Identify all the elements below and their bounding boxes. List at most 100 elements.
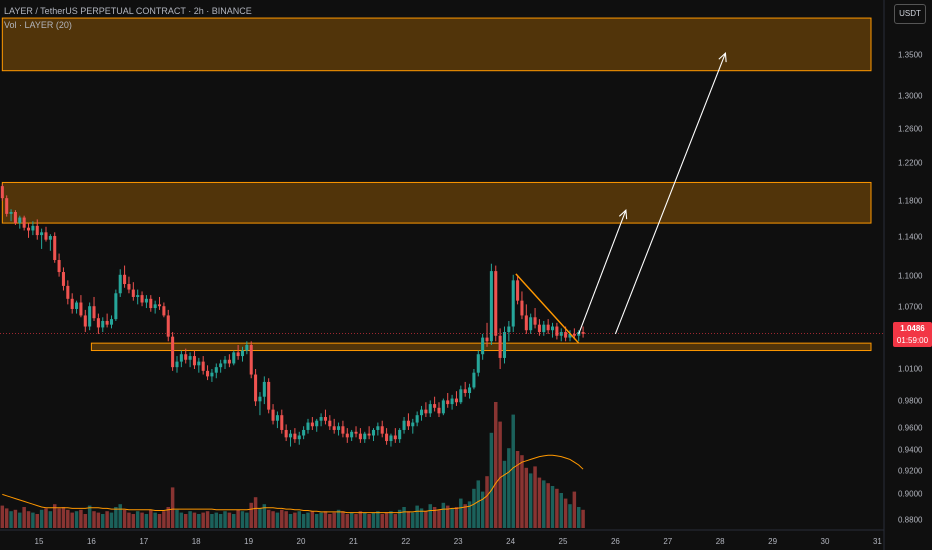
descending-trendline[interactable]: [515, 273, 580, 344]
candle-body[interactable]: [123, 274, 127, 285]
candle-body[interactable]: [192, 356, 196, 366]
candle-body[interactable]: [53, 236, 57, 261]
candle-body[interactable]: [450, 398, 454, 405]
candle-body[interactable]: [406, 420, 410, 427]
candle-body[interactable]: [581, 332, 585, 334]
candle-body[interactable]: [22, 217, 26, 228]
candle-body[interactable]: [550, 326, 555, 331]
candle-body[interactable]: [380, 426, 384, 434]
candle-body[interactable]: [332, 426, 336, 430]
candle-body[interactable]: [564, 332, 568, 338]
candle-body[interactable]: [354, 431, 358, 434]
candle-body[interactable]: [485, 337, 489, 342]
projection-arrow-2[interactable]: [614, 52, 726, 335]
candle-body[interactable]: [350, 431, 354, 438]
candle-body[interactable]: [61, 272, 65, 286]
candle-body[interactable]: [489, 271, 493, 342]
candle-body[interactable]: [175, 361, 179, 368]
candle-body[interactable]: [18, 217, 22, 224]
candle-body[interactable]: [319, 417, 323, 421]
candle-body[interactable]: [468, 387, 472, 394]
candle-body[interactable]: [136, 295, 140, 297]
candle-body[interactable]: [454, 398, 458, 403]
candle-body[interactable]: [424, 409, 428, 414]
candle-body[interactable]: [293, 433, 297, 440]
candle-body[interactable]: [502, 332, 507, 358]
candle-body[interactable]: [70, 298, 74, 309]
candle-body[interactable]: [411, 422, 415, 427]
candle-body[interactable]: [13, 212, 17, 224]
candle-body[interactable]: [415, 415, 419, 423]
candle-body[interactable]: [96, 318, 100, 328]
candle-body[interactable]: [214, 367, 218, 373]
candle-body[interactable]: [184, 354, 188, 360]
candle-body[interactable]: [315, 420, 319, 427]
candle-body[interactable]: [223, 359, 227, 364]
candle-body[interactable]: [511, 280, 515, 327]
candle-body[interactable]: [162, 306, 166, 316]
candle-body[interactable]: [44, 232, 48, 240]
candle-body[interactable]: [367, 433, 371, 436]
candle-body[interactable]: [533, 317, 537, 325]
candle-body[interactable]: [297, 435, 301, 440]
candle-body[interactable]: [441, 400, 445, 414]
candle-body[interactable]: [428, 404, 432, 414]
candle-body[interactable]: [520, 300, 524, 316]
candle-body[interactable]: [232, 352, 236, 364]
candle-body[interactable]: [166, 315, 170, 337]
candle-body[interactable]: [446, 400, 450, 405]
candle-body[interactable]: [341, 426, 345, 434]
candle-body[interactable]: [254, 374, 258, 402]
candle-body[interactable]: [494, 271, 498, 336]
projection-arrow-1[interactable]: [578, 209, 627, 335]
candle-body[interactable]: [118, 274, 122, 294]
upper-supply-zone[interactable]: [1, 17, 872, 72]
candle-body[interactable]: [393, 435, 397, 440]
candle-body[interactable]: [537, 324, 541, 333]
candle-body[interactable]: [40, 232, 44, 236]
candle-body[interactable]: [472, 372, 476, 388]
candle-body[interactable]: [236, 352, 240, 357]
candle-body[interactable]: [201, 361, 205, 371]
candle-body[interactable]: [0, 186, 4, 199]
candle-body[interactable]: [249, 344, 253, 375]
candle-body[interactable]: [559, 332, 563, 336]
candle-body[interactable]: [345, 433, 349, 438]
candle-body[interactable]: [337, 426, 341, 430]
candle-body[interactable]: [459, 389, 463, 403]
candle-body[interactable]: [258, 396, 262, 402]
candle-body[interactable]: [280, 415, 284, 430]
candle-body[interactable]: [245, 344, 249, 351]
candle-body[interactable]: [572, 333, 576, 336]
candle-body[interactable]: [127, 284, 131, 290]
candle-body[interactable]: [210, 372, 214, 377]
candle-body[interactable]: [83, 315, 87, 327]
candle-body[interactable]: [140, 295, 144, 303]
candle-body[interactable]: [75, 302, 79, 309]
candle-body[interactable]: [267, 381, 271, 410]
candle-body[interactable]: [153, 304, 157, 309]
candle-body[interactable]: [402, 420, 406, 430]
candle-body[interactable]: [88, 306, 92, 327]
candle-body[interactable]: [219, 363, 223, 368]
candle-body[interactable]: [288, 433, 293, 438]
candle-body[interactable]: [48, 236, 52, 240]
candle-body[interactable]: [31, 225, 35, 231]
candle-body[interactable]: [109, 319, 114, 325]
candle-body[interactable]: [306, 422, 310, 430]
candle-body[interactable]: [507, 326, 511, 333]
candle-body[interactable]: [476, 354, 480, 373]
candle-body[interactable]: [371, 429, 376, 436]
candle-body[interactable]: [197, 361, 201, 366]
candle-body[interactable]: [240, 350, 245, 357]
candle-body[interactable]: [376, 426, 380, 430]
candle-body[interactable]: [144, 298, 148, 303]
candle-body[interactable]: [302, 429, 306, 436]
candle-body[interactable]: [101, 320, 105, 328]
candle-body[interactable]: [284, 429, 288, 438]
candle-body[interactable]: [555, 326, 559, 336]
candle-body[interactable]: [114, 293, 118, 320]
candle-body[interactable]: [275, 415, 279, 421]
currency-button[interactable]: USDT: [894, 4, 926, 24]
candle-body[interactable]: [516, 280, 520, 301]
